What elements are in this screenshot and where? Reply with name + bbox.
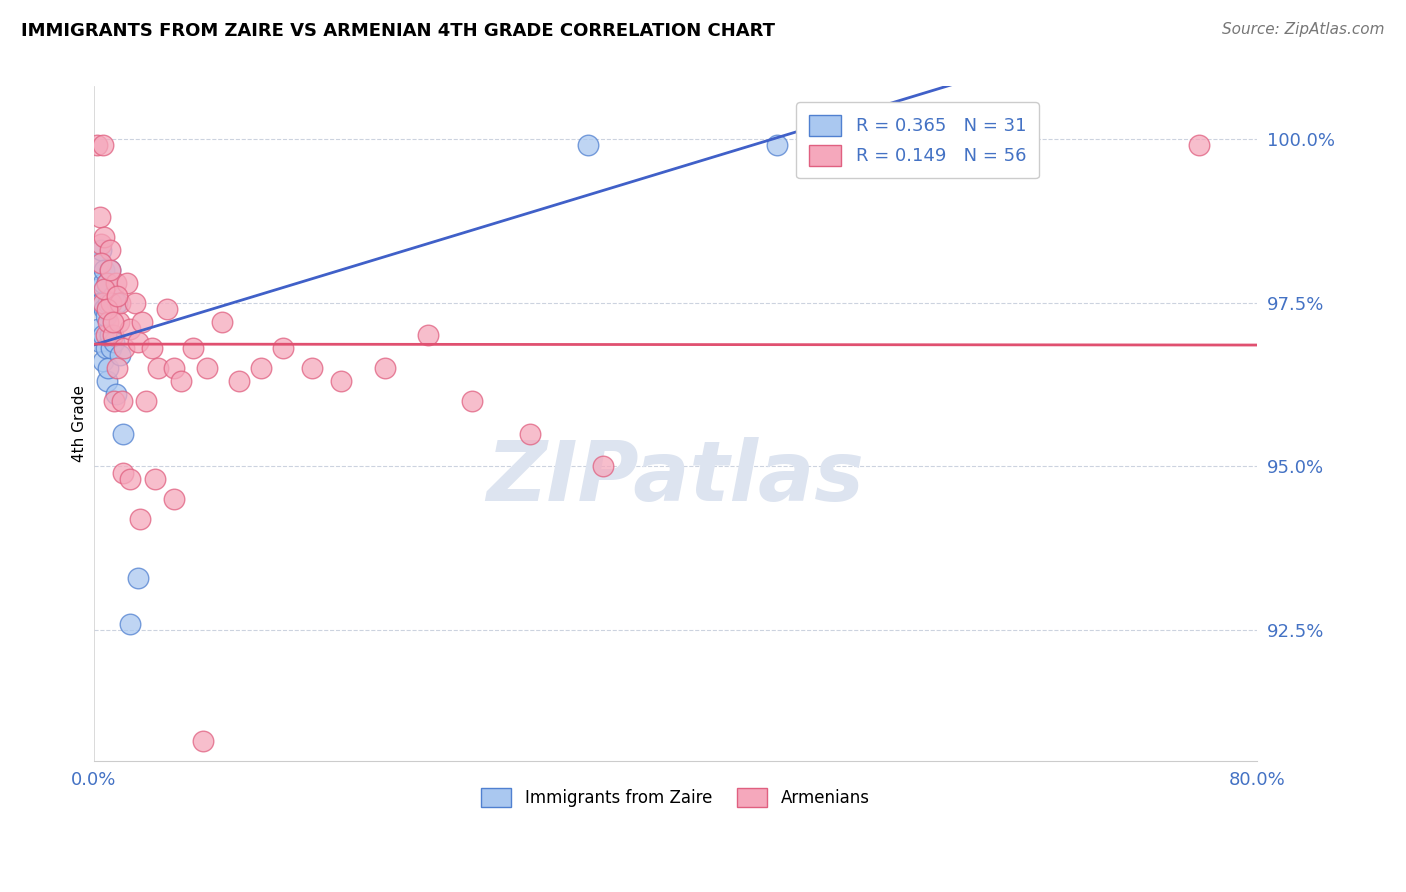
Point (90, 256, 112, 270)
Point (98, 243, 121, 257)
Point (163, 491, 186, 506)
Point (100, 342, 122, 356)
Point (131, 315, 153, 329)
Legend: Immigrants from Zaire, Armenians: Immigrants from Zaire, Armenians (475, 780, 876, 814)
Point (94, 309, 117, 323)
Text: IMMIGRANTS FROM ZAIRE VS ARMENIAN 4TH GRADE CORRELATION CHART: IMMIGRANTS FROM ZAIRE VS ARMENIAN 4TH GR… (21, 22, 775, 40)
Point (129, 512, 152, 526)
Point (105, 295, 128, 310)
Point (108, 348, 131, 362)
Point (120, 472, 142, 486)
Point (89, 211, 111, 225)
Point (250, 361, 273, 376)
Point (91, 354, 114, 368)
Point (120, 322, 142, 336)
Point (86, 138, 108, 153)
Text: Source: ZipAtlas.com: Source: ZipAtlas.com (1222, 22, 1385, 37)
Point (94, 342, 117, 356)
Point (86, 282, 108, 296)
Point (110, 393, 132, 408)
Point (91, 328, 114, 343)
Point (98, 262, 121, 277)
Point (1188, 138, 1211, 153)
Point (146, 361, 169, 376)
Point (111, 466, 134, 480)
Point (97, 295, 120, 310)
Point (104, 276, 127, 290)
Point (576, 138, 599, 153)
Point (228, 374, 250, 388)
Point (103, 334, 125, 349)
Point (107, 315, 129, 329)
Point (98, 262, 121, 277)
Point (105, 361, 128, 376)
Point (124, 295, 146, 310)
Point (127, 334, 149, 349)
Point (90, 243, 112, 257)
Point (87, 256, 110, 270)
Point (195, 361, 218, 376)
Point (519, 426, 541, 441)
Point (301, 361, 323, 376)
Point (101, 289, 124, 303)
Point (418, 328, 440, 343)
Point (120, 616, 142, 631)
Point (89, 295, 111, 310)
Point (91, 276, 114, 290)
Point (93, 230, 115, 244)
Point (87, 322, 110, 336)
Point (104, 387, 127, 401)
Text: ZIPatlas: ZIPatlas (486, 437, 865, 518)
Point (97, 361, 120, 376)
Point (135, 393, 157, 408)
Point (141, 342, 163, 356)
Point (91, 295, 114, 310)
Point (90, 295, 112, 310)
Point (330, 374, 353, 388)
Point (163, 361, 186, 376)
Point (170, 374, 193, 388)
Point (89, 334, 111, 349)
Point (96, 302, 118, 317)
Point (96, 374, 118, 388)
Point (592, 459, 614, 474)
Point (211, 315, 233, 329)
Point (101, 315, 124, 329)
Point (271, 342, 294, 356)
Point (191, 734, 214, 748)
Point (127, 571, 149, 585)
Point (181, 342, 204, 356)
Point (94, 328, 117, 343)
Point (156, 302, 179, 317)
Point (461, 393, 484, 408)
Y-axis label: 4th Grade: 4th Grade (72, 385, 87, 462)
Point (93, 262, 115, 277)
Point (96, 276, 118, 290)
Point (105, 289, 128, 303)
Point (766, 138, 789, 153)
Point (117, 276, 139, 290)
Point (103, 393, 125, 408)
Point (108, 295, 131, 310)
Point (97, 315, 120, 329)
Point (90, 236, 112, 251)
Point (91, 138, 114, 153)
Point (93, 302, 115, 317)
Point (100, 295, 122, 310)
Point (374, 361, 396, 376)
Point (114, 342, 136, 356)
Point (93, 282, 115, 296)
Point (96, 276, 118, 290)
Point (101, 328, 124, 343)
Point (98, 328, 121, 343)
Point (143, 472, 166, 486)
Point (111, 426, 134, 441)
